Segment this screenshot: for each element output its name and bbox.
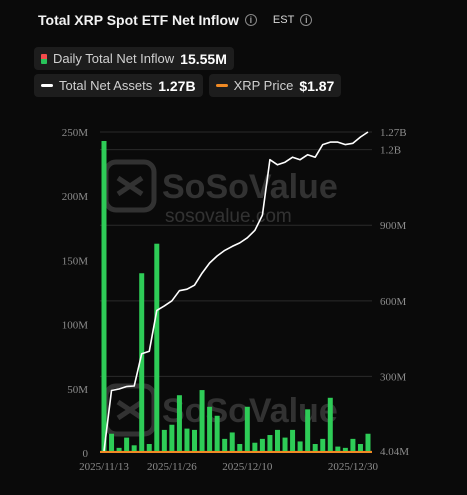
info-icon[interactable]: i	[244, 14, 257, 26]
legend-price-value: $1.87	[299, 77, 335, 94]
inflow-bar	[192, 429, 198, 453]
x-tick-label: 2025/12/30	[328, 461, 379, 473]
inflow-bar	[131, 445, 137, 453]
watermark-logo-mark-icon	[116, 399, 144, 421]
inflow-bar	[357, 444, 363, 453]
y-left-tick-label: 150M	[62, 255, 89, 267]
inflow-bar	[176, 395, 182, 453]
y-right-tick-label: 300M	[380, 371, 407, 383]
watermark-site: sosovalue.com	[165, 206, 292, 227]
inflow-bar	[327, 397, 333, 453]
y-right-tick-label: 1.2B	[380, 145, 401, 157]
y-right-tick-label: 1.27B	[380, 127, 407, 139]
inflow-bar	[335, 446, 341, 453]
y-right-tick-label: 600M	[380, 296, 407, 308]
inflow-bar	[146, 444, 152, 453]
inflow-bar	[244, 406, 250, 453]
inflow-bar	[350, 438, 356, 453]
inflow-bar	[229, 432, 235, 453]
inflow-bar	[342, 447, 348, 453]
bar-swatch-icon	[41, 53, 47, 64]
y-left-tick-label: 50M	[67, 384, 88, 396]
price-line-swatch-icon	[215, 84, 228, 87]
inflow-bar	[320, 438, 326, 453]
inflow-bar	[109, 433, 115, 453]
inflow-bar	[274, 429, 280, 453]
watermark-brand: SoSoValue	[162, 168, 338, 206]
inflow-bar	[259, 438, 265, 453]
inflow-bar	[365, 433, 371, 453]
inflow-bar	[222, 438, 228, 453]
legend-total-assets[interactable]: Total Net Assets 1.27B	[34, 74, 203, 97]
inflow-bar	[116, 447, 122, 453]
axes: 0 50M 100M 150M 200M 250M 4.04M 300M 600M 900M 1.2…	[62, 127, 410, 473]
lines	[100, 131, 372, 453]
inflow-bar	[214, 415, 220, 453]
inflow-bar	[207, 406, 213, 453]
inflow-bar	[101, 140, 107, 453]
legend-assets-label: Total Net Assets	[59, 78, 153, 93]
inflow-bar	[169, 424, 175, 453]
inflow-bar	[267, 435, 273, 453]
y-left-tick-label: 200M	[62, 191, 89, 203]
y-left-tick-label: 250M	[62, 127, 89, 139]
y-left-tick-label: 0	[83, 448, 89, 460]
timezone-info-icon[interactable]: i	[300, 14, 313, 26]
x-tick-label: 2025/11/26	[147, 461, 197, 473]
inflow-bar	[282, 437, 288, 453]
inflow-bar	[184, 428, 190, 453]
inflow-bar	[312, 444, 318, 453]
chart-title-row: Total XRP Spot ETF Net Inflow i EST i	[38, 12, 313, 28]
y-right-tick-label: 4.04M	[380, 446, 409, 458]
legend-daily-inflow[interactable]: Daily Total Net Inflow 15.55M	[34, 47, 234, 70]
legend-inflow-label: Daily Total Net Inflow	[53, 51, 175, 66]
total-net-assets-line	[103, 131, 369, 452]
grid	[100, 131, 372, 452]
watermark-logo-mark-icon	[116, 175, 144, 197]
timezone-label[interactable]: EST	[272, 14, 295, 26]
inflow-bar	[199, 390, 205, 453]
line-swatch-icon	[41, 84, 53, 87]
legend-price-label: XRP Price	[233, 78, 294, 93]
legend-inflow-value: 15.55M	[180, 50, 227, 67]
legend-row-2: Total Net Assets 1.27B XRP Price $1.87	[34, 74, 342, 97]
inflow-bar	[161, 429, 167, 453]
inflow-bar	[237, 444, 243, 453]
legend-xrp-price[interactable]: XRP Price $1.87	[208, 74, 342, 97]
x-tick-label: 2025/11/13	[79, 461, 129, 473]
inflow-bar	[252, 442, 258, 453]
inflow-bar	[297, 441, 303, 453]
inflow-bar	[154, 243, 160, 453]
inflow-bar	[305, 409, 311, 453]
watermark-top: SoSoValue	[103, 159, 338, 213]
watermark-brand: SoSoValue	[162, 392, 338, 430]
inflow-bar	[139, 273, 145, 453]
y-right-tick-label: 900M	[380, 220, 407, 232]
legend-row-1: Daily Total Net Inflow 15.55M	[34, 47, 234, 70]
inflow-bar	[124, 437, 130, 453]
legend-assets-value: 1.27B	[158, 77, 196, 94]
y-left-tick-label: 100M	[62, 320, 89, 332]
x-tick-label: 2025/12/10	[222, 461, 273, 473]
inflow-bars	[101, 140, 371, 453]
inflow-bar	[290, 429, 296, 453]
chart-title: Total XRP Spot ETF Net Inflow	[38, 12, 239, 28]
